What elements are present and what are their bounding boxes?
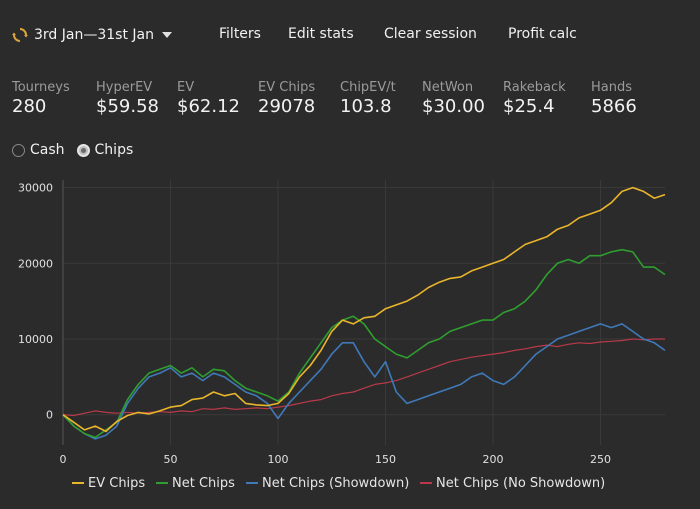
legend-item[interactable]: Net Chips bbox=[156, 476, 235, 491]
y-tick-label: 10000 bbox=[18, 333, 53, 346]
x-tick-label: 250 bbox=[590, 453, 611, 466]
stat-value: 29078 bbox=[258, 96, 316, 117]
chips-radio[interactable]: Chips bbox=[76, 142, 134, 158]
x-tick-label: 200 bbox=[483, 453, 504, 466]
x-tick-label: 50 bbox=[164, 453, 178, 466]
series-line-ev-chips bbox=[62, 186, 666, 433]
legend-label: Net Chips (Showdown) bbox=[262, 476, 409, 491]
date-range-dropdown[interactable]: 3rd Jan—31st Jan bbox=[12, 24, 172, 46]
x-tick-label: 150 bbox=[375, 453, 396, 466]
filters-button[interactable]: Filters bbox=[219, 26, 261, 42]
stat-value: 5866 bbox=[591, 96, 637, 117]
legend-label: EV Chips bbox=[88, 476, 145, 491]
legend-item[interactable]: EV Chips bbox=[72, 476, 145, 491]
stat-label: Tourneys bbox=[12, 80, 70, 95]
stat-hands: Hands 5866 bbox=[591, 80, 637, 118]
radio-circle-icon bbox=[12, 143, 25, 157]
clear-session-button[interactable]: Clear session bbox=[384, 26, 477, 42]
y-tick-label: 0 bbox=[46, 409, 53, 422]
stat-ev-chips: EV Chips 29078 bbox=[258, 80, 315, 118]
stat-chipev-per-t: ChipEV/t 103.8 bbox=[340, 80, 396, 118]
refresh-icon bbox=[12, 28, 28, 42]
y-tick-label: 20000 bbox=[18, 257, 53, 270]
stat-label: NetWon bbox=[422, 80, 474, 95]
y-tick-label: 30000 bbox=[18, 182, 53, 195]
series-line-net-chips-showdown bbox=[62, 323, 666, 440]
chips-chart: 0 10000 20000 30000 0 50 100 150 200 250 EV Chips N… bbox=[18, 180, 666, 491]
stat-value: 280 bbox=[12, 96, 47, 117]
legend-item[interactable]: Net Chips (Showdown) bbox=[246, 476, 409, 491]
date-range-label: 3rd Jan—31st Jan bbox=[34, 27, 154, 43]
series-line-net-chips-no-showdown bbox=[62, 338, 665, 417]
x-tick-label: 100 bbox=[268, 453, 289, 466]
x-tick-label: 0 bbox=[60, 453, 67, 466]
cash-radio[interactable]: Cash bbox=[12, 142, 65, 158]
mode-selector: Cash Chips bbox=[12, 140, 145, 160]
stat-label: ChipEV/t bbox=[340, 80, 396, 95]
edit-stats-button[interactable]: Edit stats bbox=[288, 26, 354, 42]
stats-bar: Tourneys 280 HyperEV $59.58 EV $62.12 EV… bbox=[12, 80, 692, 122]
legend-label: Net Chips (No Showdown) bbox=[436, 476, 605, 491]
stat-ev: EV $62.12 bbox=[177, 80, 240, 118]
radio-selected-icon bbox=[76, 143, 90, 157]
stat-value: $62.12 bbox=[177, 96, 240, 117]
stat-value: $59.58 bbox=[96, 96, 159, 117]
stat-label: EV Chips bbox=[258, 80, 316, 95]
stat-value: $25.4 bbox=[503, 96, 555, 117]
series-line-net-chips bbox=[62, 248, 666, 439]
stat-hyperev: HyperEV $59.58 bbox=[96, 80, 159, 118]
profit-calc-button[interactable]: Profit calc bbox=[508, 26, 577, 42]
stat-netwon: NetWon $30.00 bbox=[422, 80, 485, 118]
stat-value: 103.8 bbox=[340, 96, 392, 117]
cash-radio-label: Cash bbox=[30, 142, 65, 158]
toolbar: 3rd Jan—31st Jan Filters Edit stats Clea… bbox=[0, 0, 700, 70]
chevron-down-icon bbox=[161, 32, 172, 38]
legend-label: Net Chips bbox=[172, 476, 235, 491]
stat-rakeback: Rakeback $25.4 bbox=[503, 80, 566, 118]
chips-radio-label: Chips bbox=[94, 142, 134, 158]
legend-item[interactable]: Net Chips (No Showdown) bbox=[420, 476, 605, 491]
stat-label: Hands bbox=[591, 80, 633, 95]
stat-label: HyperEV bbox=[96, 80, 153, 95]
stat-value: $30.00 bbox=[422, 96, 485, 117]
stat-tourneys: Tourneys 280 bbox=[12, 80, 70, 118]
stat-label: Rakeback bbox=[503, 80, 566, 95]
stat-label: EV bbox=[177, 80, 195, 95]
